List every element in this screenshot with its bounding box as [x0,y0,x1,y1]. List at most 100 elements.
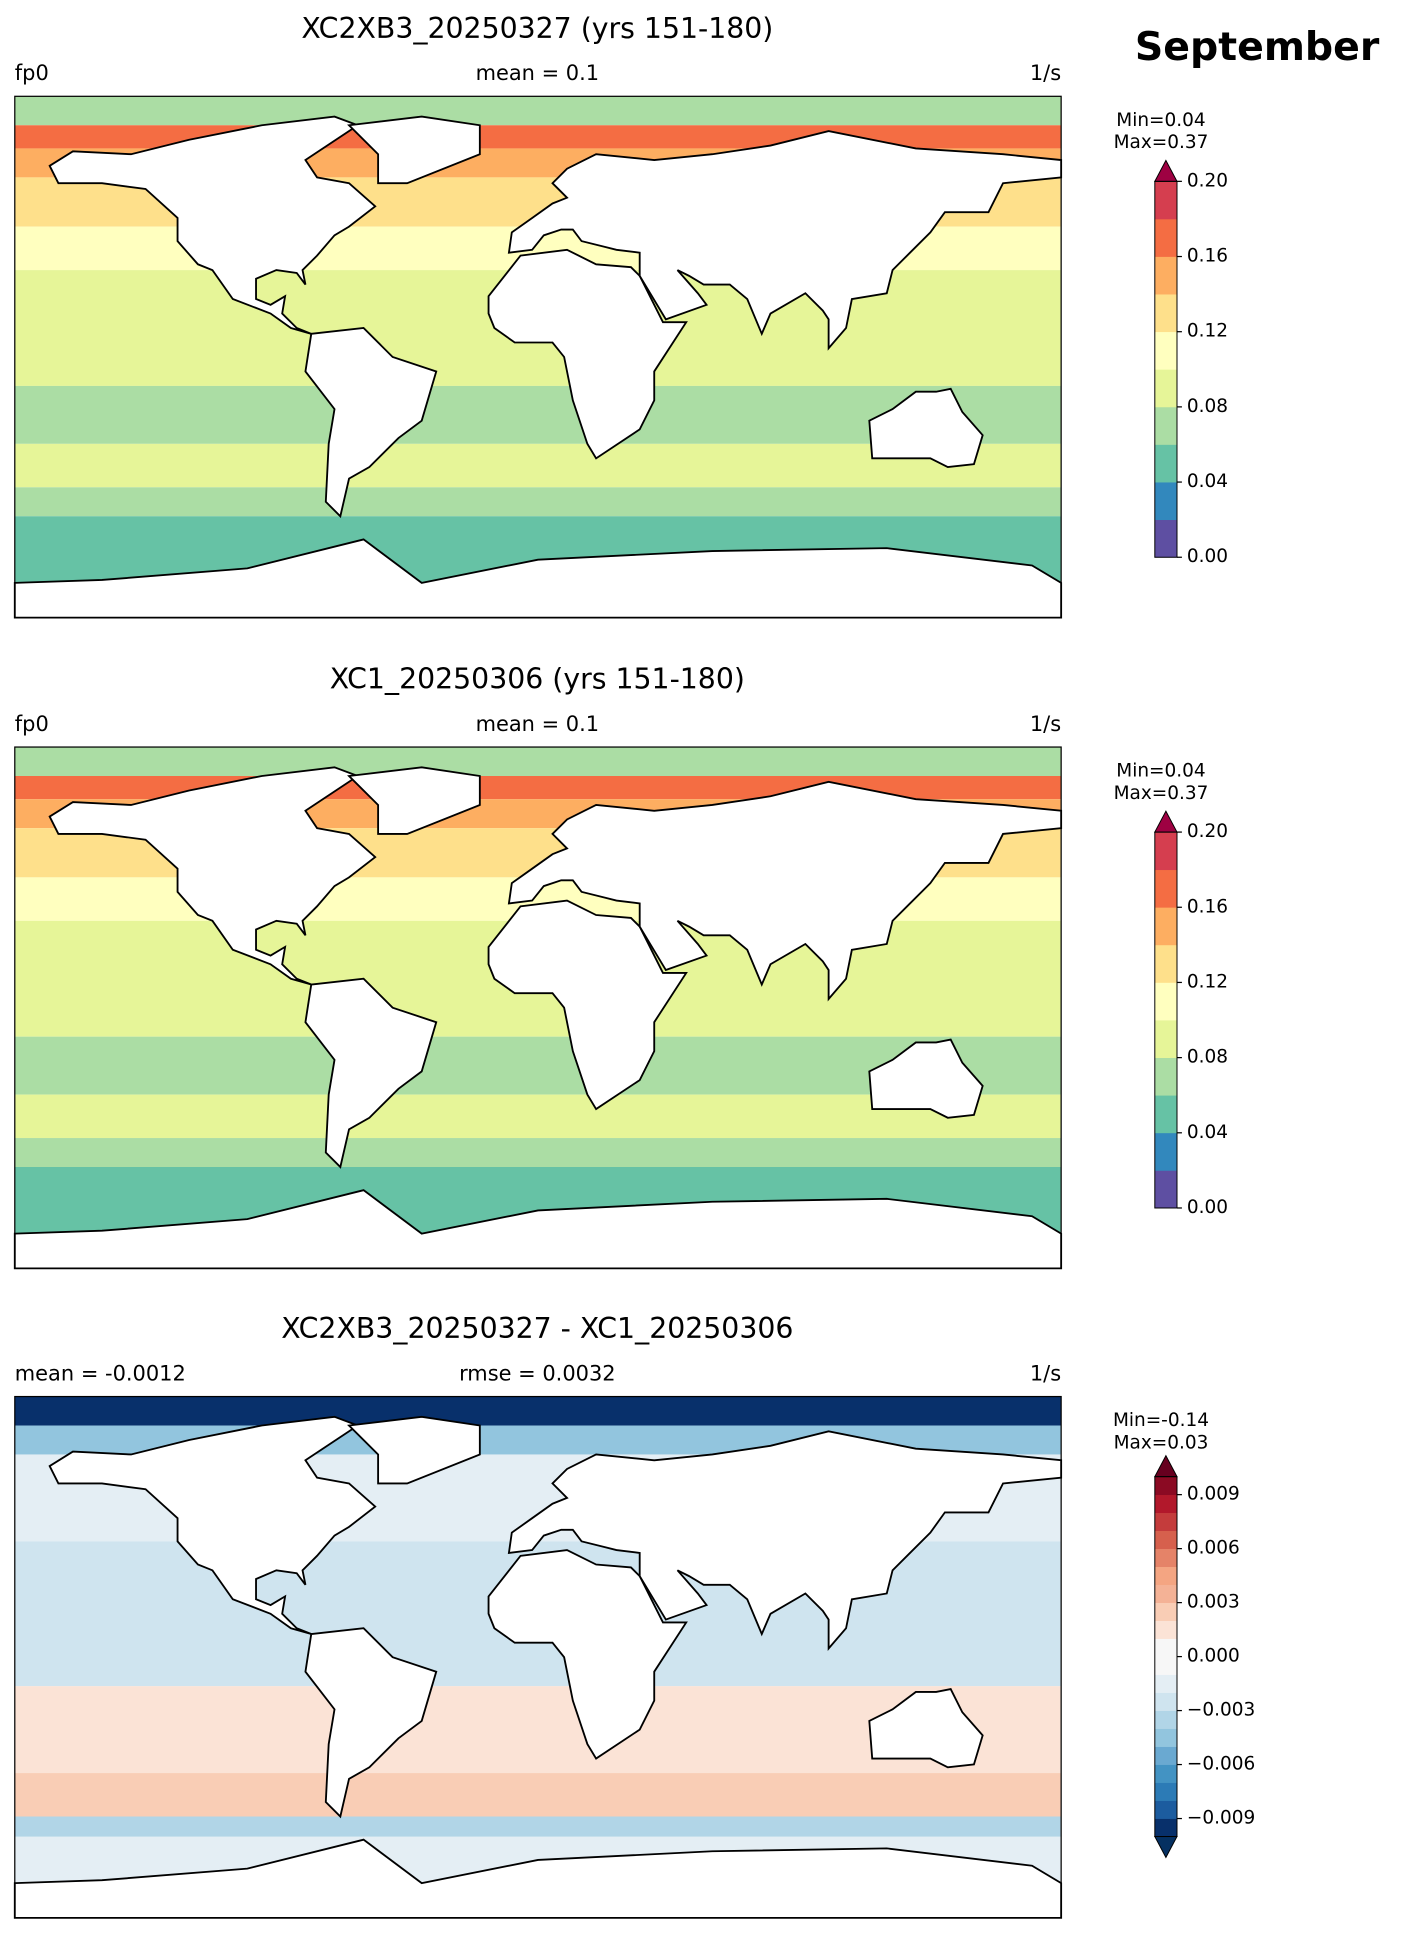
right-label: 1/s [1030,712,1061,736]
colorbar-tick-label: 0.08 [1187,396,1228,417]
map-field [14,1138,1062,1168]
colorbar-tick-label: 0.04 [1187,471,1228,492]
colorbar-extend-max [1153,810,1178,833]
colorbar-tick-label: 0.08 [1187,1047,1228,1068]
map-frame [14,95,1062,619]
colorbar-extend-min [1153,1836,1178,1859]
right-label: 1/s [1030,61,1061,85]
land [347,115,481,185]
min-label: Min=0.04 [1116,110,1205,131]
month-title: September [1135,24,1380,70]
colorbar-band [1154,331,1177,370]
left-label: fp0 [15,61,49,85]
map-field [14,747,1062,777]
colorbar-tick-label: 0.12 [1187,321,1228,342]
map-frame [14,746,1062,1269]
colorbar-band [1154,444,1177,483]
land [507,1430,1063,1652]
colorbar-band [1154,294,1177,333]
colorbar-tick-label: −0.003 [1187,1700,1255,1721]
land [868,1688,984,1769]
max-label: Max=0.03 [1114,1432,1209,1453]
land [868,387,984,468]
land [487,248,688,460]
colorbar-band [1154,1674,1177,1693]
colorbar-tick-label: 0.006 [1187,1538,1240,1559]
colorbar-band [1154,1692,1177,1711]
map-field [14,1773,1062,1817]
colorbar-band [1154,832,1177,871]
colorbar-tick-label: 0.003 [1187,1592,1240,1613]
left-label: fp0 [15,712,49,736]
colorbar-band [1154,181,1177,220]
colorbar-tick-label: 0.16 [1187,246,1228,267]
colorbar-band [1154,944,1177,983]
colorbar-band [1154,218,1177,257]
max-label: Max=0.37 [1114,783,1209,804]
colorbar-band [1154,1710,1177,1729]
land [304,977,438,1169]
land [347,766,481,835]
map-field [14,1396,1062,1426]
land [868,1038,984,1119]
land [487,899,688,1111]
max-label: Max=0.37 [1114,132,1209,153]
min-label: Min=0.04 [1116,761,1205,782]
colorbar-tick-label: 0.20 [1187,821,1228,842]
map [13,1395,1063,1919]
panel-title: XC2XB3_20250327 (yrs 151-180) [301,12,773,45]
colorbar-tick-label: 0.20 [1187,170,1228,191]
colorbar-tick-label: −0.006 [1187,1754,1255,1775]
map-field [14,487,1062,517]
colorbar-band [1154,482,1177,521]
colorbar-band [1154,982,1177,1021]
colorbar-band [1154,1800,1177,1819]
center-label: mean = 0.1 [476,61,600,85]
colorbar-band [1154,1818,1177,1837]
colorbar-tick-label: 0.009 [1187,1484,1240,1505]
map [13,746,1063,1270]
colorbar-band [1154,1476,1177,1496]
colorbar-band [1154,1746,1177,1765]
colorbar-band [1154,369,1177,408]
colorbar-band [1154,1170,1177,1209]
map [13,95,1063,619]
colorbar-tick-label: 0.12 [1187,971,1228,992]
colorbar-tick-label: −0.009 [1187,1808,1255,1829]
colorbar-extend-max [1153,159,1178,182]
map-frame [14,1395,1062,1919]
colorbar-band [1154,1566,1177,1585]
min-label: Min=-0.14 [1113,1410,1209,1431]
colorbar-tick-label: 0.00 [1187,546,1228,567]
map-field [14,96,1062,126]
colorbar-band [1154,256,1177,295]
left-label: mean = -0.0012 [15,1361,186,1385]
colorbar-band [1154,1728,1177,1747]
colorbar-band [1154,519,1177,558]
colorbar-frame [1154,831,1178,1209]
panel-title: XC1_20250306 (yrs 151-180) [330,662,745,695]
colorbar-band [1154,1095,1177,1134]
land [304,1627,438,1819]
colorbar-band [1154,1548,1177,1567]
land [304,327,438,519]
land [507,130,1063,351]
colorbar-band [1154,406,1177,445]
land [487,1549,688,1760]
panel-title: XC2XB3_20250327 - XC1_20250306 [281,1312,793,1345]
colorbar-band [1154,1512,1177,1532]
colorbar-band [1154,1764,1177,1783]
colorbar-band [1154,1584,1177,1603]
center-label: rmse = 0.0032 [459,1361,616,1385]
right-label: 1/s [1030,1361,1061,1385]
colorbar-band [1154,1638,1177,1657]
colorbar-band [1154,869,1177,908]
colorbar-tick-label: 0.16 [1187,896,1228,917]
colorbar-band [1154,1020,1177,1058]
colorbar-extend-max [1153,1454,1178,1478]
colorbar-band [1154,1782,1177,1801]
colorbar-band [1154,1494,1177,1514]
colorbar-band [1154,1057,1177,1096]
land [507,780,1063,1002]
